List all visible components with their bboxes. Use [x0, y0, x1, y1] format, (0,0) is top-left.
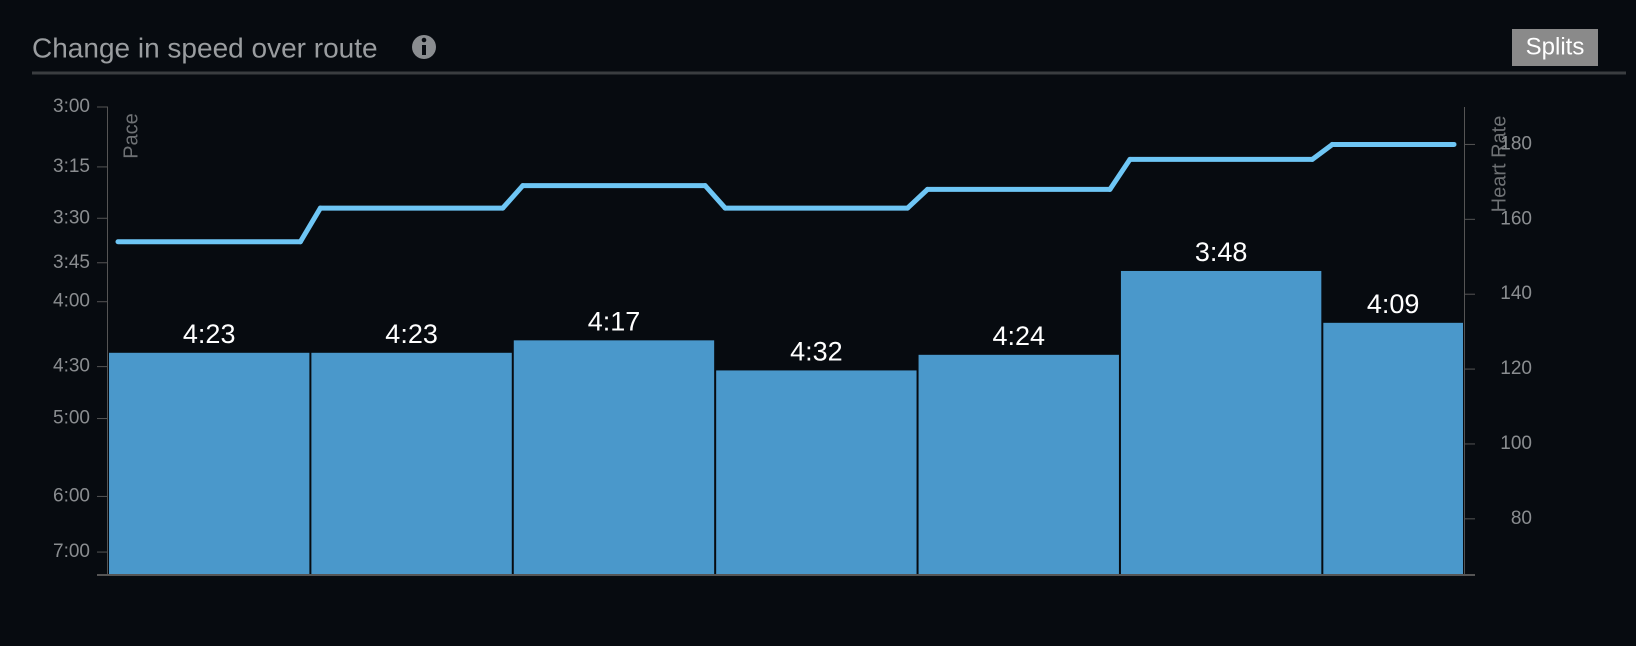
y2-axis-label: Heart Rate — [1488, 116, 1510, 213]
bar — [716, 370, 917, 575]
hr-connector — [702, 183, 728, 211]
splits-button-label[interactable]: Splits — [1526, 33, 1585, 60]
y-tick-label: 7:00 — [53, 541, 90, 562]
bar-label: 4:32 — [790, 337, 843, 367]
y2-tick-label: 140 — [1500, 283, 1532, 304]
bar-label: 4:09 — [1367, 289, 1420, 319]
bar-label: 3:48 — [1195, 237, 1248, 267]
bar — [918, 354, 1119, 575]
bar — [513, 340, 715, 575]
y-tick-label: 5:00 — [53, 408, 90, 429]
y2-tick-label: 160 — [1500, 208, 1532, 229]
y-tick-label: 3:15 — [53, 156, 90, 177]
bar — [311, 352, 512, 575]
y2-tick-label: 120 — [1500, 358, 1532, 379]
y-tick-label: 3:45 — [53, 252, 90, 273]
bar-label: 4:23 — [183, 319, 236, 349]
y2-tick-label: 180 — [1500, 133, 1532, 154]
hr-connector — [297, 205, 323, 245]
hr-connector — [1309, 141, 1335, 162]
splits-button[interactable] — [1512, 29, 1598, 66]
hr-connector — [905, 186, 931, 211]
info-dot — [421, 37, 427, 43]
bar — [1323, 322, 1463, 575]
y-tick-label: 3:30 — [53, 207, 90, 228]
hr-connector — [500, 183, 526, 211]
bar — [109, 352, 310, 575]
chart-title: Change in speed over route — [32, 32, 378, 63]
hr-connector — [1107, 156, 1133, 192]
y-tick-label: 3:00 — [53, 96, 90, 117]
y-tick-label: 4:00 — [53, 291, 90, 312]
y-tick-label: 4:30 — [53, 356, 90, 377]
info-stem — [422, 45, 426, 55]
bar-label: 4:24 — [992, 321, 1045, 351]
y-tick-label: 6:00 — [53, 485, 90, 506]
y-axis-label: Pace — [120, 113, 142, 159]
y2-tick-label: 80 — [1511, 508, 1532, 529]
info-icon[interactable] — [412, 35, 436, 59]
bar-label: 4:17 — [588, 306, 641, 336]
bar — [1120, 270, 1322, 575]
bar-label: 4:23 — [385, 319, 438, 349]
y2-tick-label: 100 — [1500, 433, 1532, 454]
